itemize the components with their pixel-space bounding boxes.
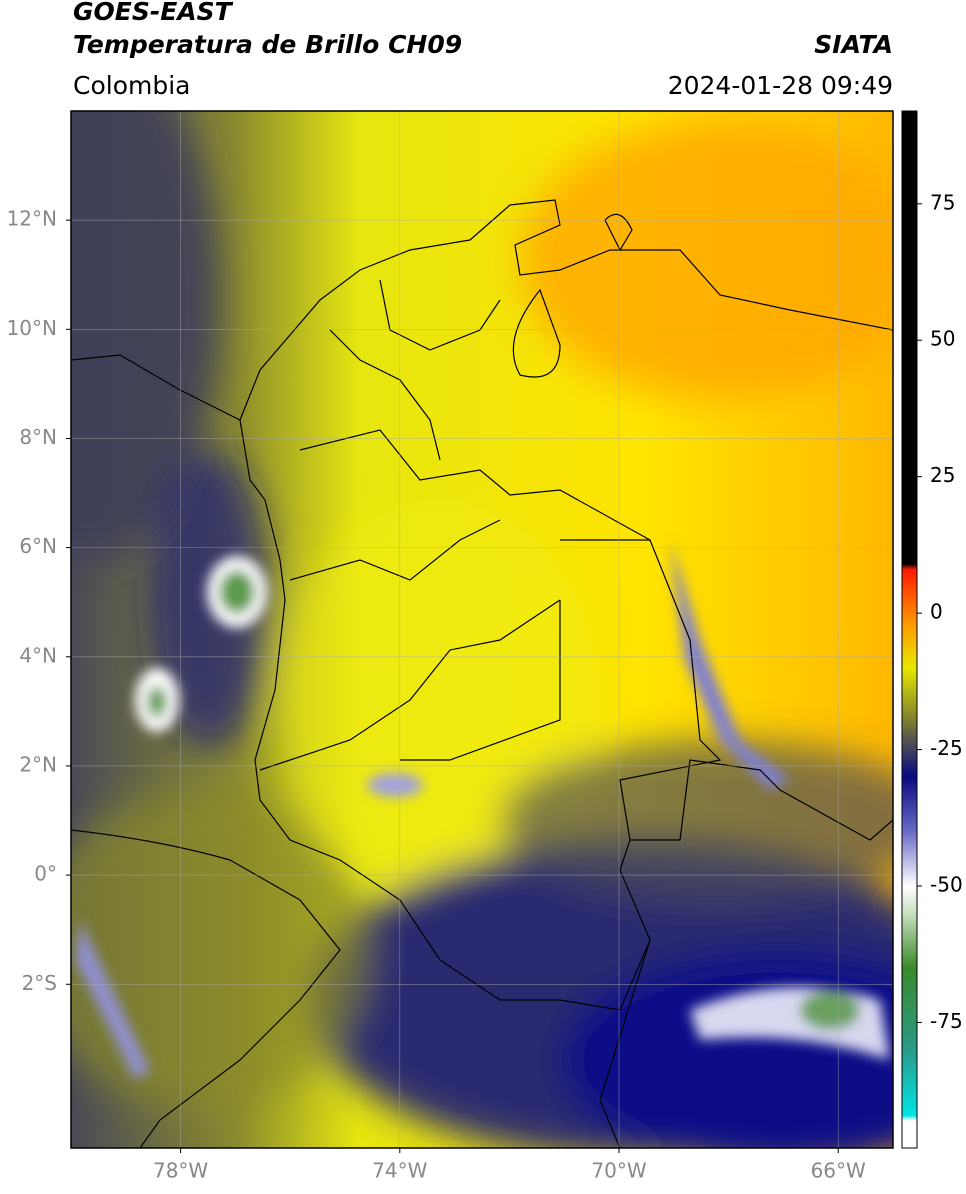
lon-tick-label: 66°W xyxy=(811,1159,866,1183)
source: SIATA xyxy=(814,30,893,59)
lat-tick-label: 12°N xyxy=(7,207,57,231)
colorbar-tick-label: 75 xyxy=(930,190,955,214)
region: Colombia xyxy=(73,71,190,100)
lon-tick-label: 74°W xyxy=(372,1159,427,1183)
colorbar-tick-label: 25 xyxy=(930,463,955,487)
colorbar-tick-label: -25 xyxy=(930,736,963,760)
lat-tick-label: 8°N xyxy=(19,425,57,449)
colorbar-tick-label: -75 xyxy=(930,1009,963,1033)
colorbar-tick-label: 0 xyxy=(930,600,943,624)
title: GOES-EAST xyxy=(73,0,234,26)
lat-tick-label: 2°N xyxy=(19,752,57,776)
lon-tick-label: 78°W xyxy=(153,1159,208,1183)
lat-tick-label: 10°N xyxy=(7,316,57,340)
colorbar-tick-label: 50 xyxy=(930,327,955,351)
subtitle: Temperatura de Brillo CH09 xyxy=(73,30,462,59)
satellite-image xyxy=(71,111,893,1148)
lat-tick-label: 0° xyxy=(34,862,57,886)
map-grid xyxy=(71,111,893,1148)
colorbar xyxy=(901,110,918,1149)
map-frame xyxy=(70,110,894,1149)
lon-tick-label: 70°W xyxy=(591,1159,646,1183)
lat-tick-label: 6°N xyxy=(19,534,57,558)
datetime: 2024-01-28 09:49 xyxy=(668,71,893,100)
lat-tick-label: 2°S xyxy=(22,971,57,995)
colorbar-tick-label: -50 xyxy=(930,873,963,897)
lat-tick-label: 4°N xyxy=(19,643,57,667)
